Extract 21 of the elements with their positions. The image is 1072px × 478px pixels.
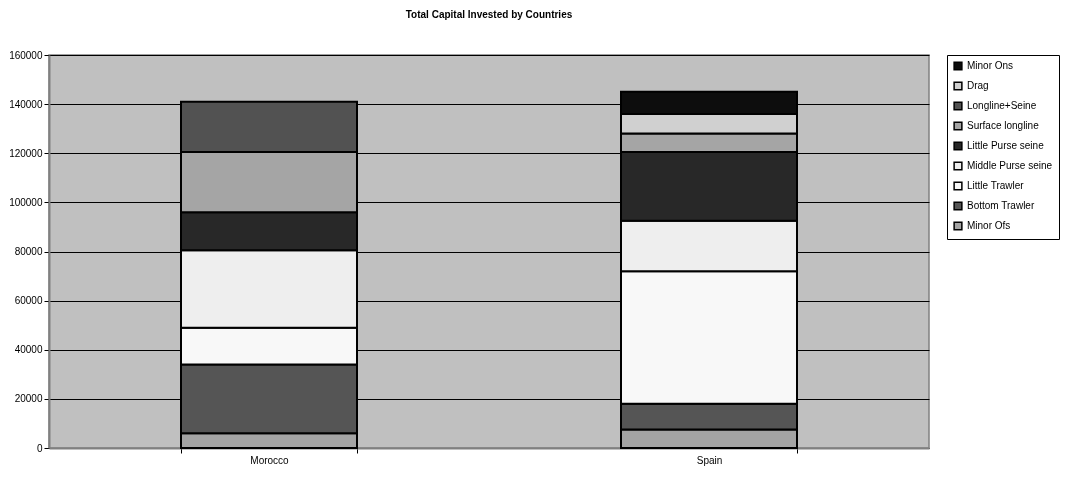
legend-label: Drag	[967, 80, 989, 91]
y-tick-label: 140000	[9, 98, 43, 110]
x-tick-label: Morocco	[250, 454, 290, 466]
y-tick-label: 80000	[14, 246, 43, 257]
y-tick-label: 160000	[9, 49, 43, 61]
legend-label: Bottom Trawler	[967, 200, 1035, 211]
legend-label: Surface longline	[967, 120, 1040, 131]
legend-label: Little Purse seine	[967, 140, 1045, 151]
y-tick-label: 20000	[14, 393, 43, 405]
y-tick-label: 100000	[9, 196, 43, 208]
y-tick-label: 40000	[14, 344, 43, 356]
x-tick-label: Spain	[696, 454, 723, 466]
legend-label: Minor Ons	[967, 60, 1014, 71]
legend-label: Little Trawler	[967, 180, 1025, 191]
legend-label: Longline+Seine	[967, 100, 1037, 111]
chart-title: Total Capital Invested by Countries	[405, 9, 573, 20]
y-tick-label: 120000	[9, 147, 43, 159]
y-tick-label: 0	[36, 442, 43, 454]
legend-label: Middle Purse seine	[967, 160, 1053, 171]
y-tick-label: 60000	[14, 295, 43, 307]
legend-label: Minor Ofs	[967, 220, 1011, 231]
